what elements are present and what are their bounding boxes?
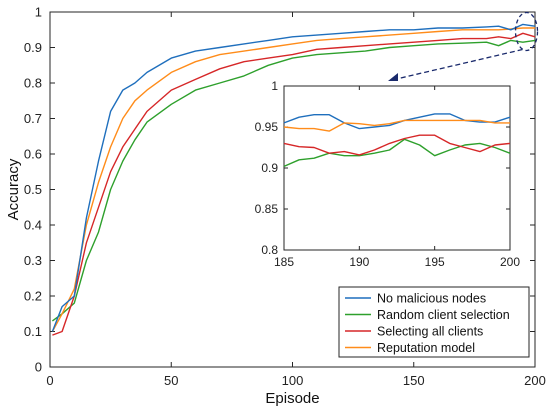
y-tick-label: 0.4: [24, 218, 42, 233]
x-tick-label: 100: [282, 373, 304, 388]
y-axis-title: Accuracy: [5, 158, 22, 220]
y-tick-label: 0.1: [24, 324, 42, 339]
y-tick-label: 0.2: [24, 289, 42, 304]
y-tick-label: 0.7: [24, 111, 42, 126]
zoom-arrow-head: [388, 73, 398, 81]
inset-y-tick-label: 0.9: [261, 161, 278, 175]
x-tick-label: 0: [46, 373, 53, 388]
inset-x-tick-label: 190: [349, 255, 369, 269]
legend-label: Selecting all clients: [377, 325, 483, 339]
y-tick-label: 0.6: [24, 147, 42, 162]
y-tick-label: 1: [35, 5, 42, 20]
legend-label: Random client selection: [377, 308, 510, 322]
inset-x-tick-label: 200: [500, 255, 520, 269]
inset-y-tick-label: 0.85: [255, 202, 279, 216]
legend-label: No malicious nodes: [377, 292, 486, 306]
zoom-region-marker: [514, 11, 539, 52]
inset-plot: 185 190 195 200 0.8 0.85 0.9 0.95 1: [255, 79, 521, 269]
inset-x-tick-label: 185: [274, 255, 294, 269]
series-line-selecting-all-clients: [52, 32, 536, 336]
series-line-no-malicious-nodes: [51, 23, 536, 332]
series-line-random-client-selection: [51, 39, 536, 322]
inset-y-tick-label: 0.8: [261, 243, 278, 257]
inset-series-line-selecting-all-clients: [283, 134, 511, 156]
y-tick-label: 0.9: [24, 40, 42, 55]
y-tick-label: 0.3: [24, 253, 42, 268]
y-tick-label: 0.5: [24, 182, 42, 197]
inset-series-line-no-malicious-nodes: [283, 113, 511, 130]
inset-y-tick-label: 0.95: [255, 120, 279, 134]
inset-series-line-reputation-model: [283, 119, 510, 132]
legend: No malicious nodes Random client selectio…: [338, 286, 530, 358]
inset-x-tick-label: 195: [425, 255, 445, 269]
y-tick-label: 0.8: [24, 76, 42, 91]
x-tick-label: 50: [164, 373, 178, 388]
zoom-arrow: [391, 48, 523, 81]
inset-series-line-random-client-selection: [283, 138, 511, 168]
inset-frame: [283, 85, 511, 251]
inset-y-tick-label: 1: [271, 79, 278, 93]
x-axis-title: Episode: [265, 390, 319, 407]
x-tick-label: 150: [403, 373, 425, 388]
x-tick-label: 200: [524, 373, 546, 388]
legend-label: Reputation model: [377, 341, 475, 355]
series-line-reputation-model: [51, 27, 535, 332]
y-tick-label: 0: [35, 360, 42, 375]
